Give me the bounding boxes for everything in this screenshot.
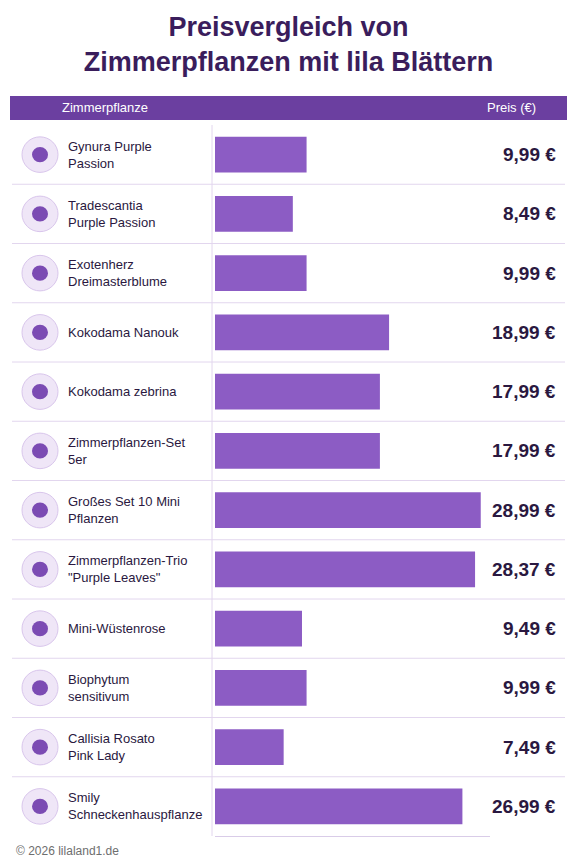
- svg-text:Callisia RosatoPink Lady: Callisia RosatoPink Lady: [68, 731, 155, 763]
- svg-text:8,49 €: 8,49 €: [503, 203, 556, 224]
- svg-text:7,49 €: 7,49 €: [503, 737, 556, 758]
- svg-text:Mini-Wüstenrose: Mini-Wüstenrose: [68, 621, 166, 636]
- svg-text:9,49 €: 9,49 €: [503, 618, 556, 639]
- svg-text:Zimmerpflanze: Zimmerpflanze: [62, 100, 148, 115]
- svg-text:9,99 €: 9,99 €: [503, 263, 556, 284]
- svg-text:28,37 €: 28,37 €: [492, 559, 556, 580]
- svg-text:9,99 €: 9,99 €: [503, 144, 556, 165]
- svg-text:© 2026 lilaland1.de: © 2026 lilaland1.de: [16, 844, 119, 858]
- svg-text:17,99 €: 17,99 €: [492, 381, 556, 402]
- svg-text:Preis (€): Preis (€): [487, 100, 536, 115]
- svg-text:ExotenherzDreimasterblume: ExotenherzDreimasterblume: [68, 257, 167, 289]
- svg-text:28,99 €: 28,99 €: [492, 500, 556, 521]
- svg-text:Großes Set 10 MiniPflanzen: Großes Set 10 MiniPflanzen: [68, 494, 180, 526]
- svg-text:18,99 €: 18,99 €: [492, 322, 556, 343]
- svg-text:Preisvergleich vonZimmerpflanz: Preisvergleich vonZimmerpflanzen mit lil…: [84, 12, 494, 77]
- svg-text:Kokodama zebrina: Kokodama zebrina: [68, 384, 177, 399]
- svg-text:17,99 €: 17,99 €: [492, 440, 556, 461]
- svg-text:SmilySchneckenhauspflanze: SmilySchneckenhauspflanze: [68, 790, 202, 822]
- svg-text:Zimmerpflanzen-Trio"Purple Lea: Zimmerpflanzen-Trio"Purple Leaves": [68, 553, 187, 585]
- svg-text:Biophytumsensitivum: Biophytumsensitivum: [68, 672, 129, 704]
- svg-text:Zimmerpflanzen-Set5er: Zimmerpflanzen-Set5er: [68, 435, 185, 467]
- svg-text:Kokodama Nanouk: Kokodama Nanouk: [68, 325, 179, 340]
- svg-text:26,99 €: 26,99 €: [492, 796, 556, 817]
- svg-text:TradescantiaPurple Passion: TradescantiaPurple Passion: [68, 198, 155, 230]
- svg-text:Gynura PurplePassion: Gynura PurplePassion: [68, 139, 152, 171]
- svg-text:9,99 €: 9,99 €: [503, 677, 556, 698]
